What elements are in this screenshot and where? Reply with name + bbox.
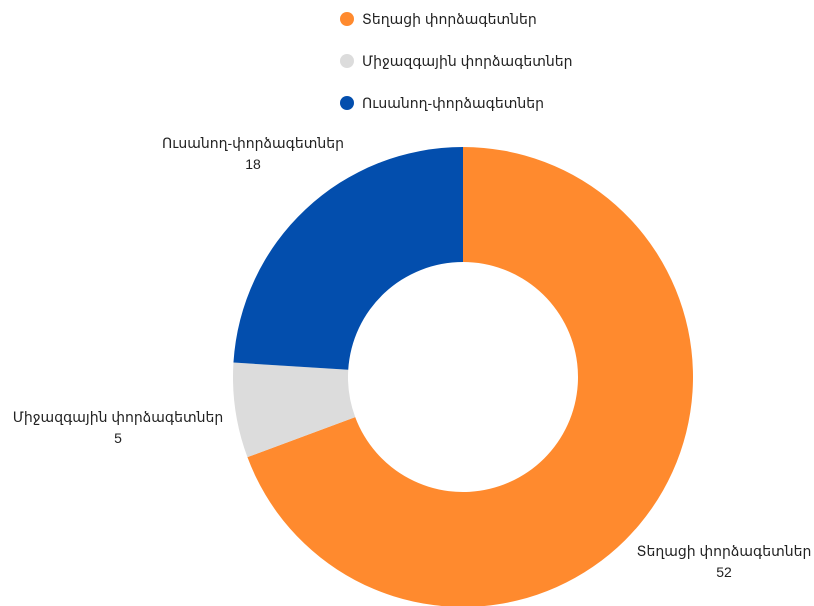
donut-data-labels: Տեղացի փորձագետներ 52 Միջազգային փորձագետն… <box>13 135 812 580</box>
data-label-value-local-experts: 52 <box>716 564 732 580</box>
legend-label-student-experts: Ուսանող-փորձագետներ <box>362 94 544 111</box>
donut-slices <box>232 147 693 606</box>
legend-swatch-international-experts <box>340 54 354 68</box>
legend-label-international-experts: Միջազգային փորձագետներ <box>362 52 573 69</box>
data-label-value-student-experts: 18 <box>245 156 261 172</box>
legend-item-student-experts[interactable]: Ուսանող-փորձագետներ <box>340 92 572 114</box>
data-label-name-student-experts: Ուսանող-փորձագետներ <box>162 135 344 151</box>
legend-swatch-local-experts <box>340 12 354 26</box>
data-label-value-international-experts: 5 <box>114 430 122 446</box>
chart-legend: Տեղացի փորձագետներ Միջազգային փորձագետնե… <box>340 8 572 134</box>
donut-slice-local-experts[interactable] <box>247 147 693 606</box>
legend-item-local-experts[interactable]: Տեղացի փորձագետներ <box>340 8 572 30</box>
legend-swatch-student-experts <box>340 96 354 110</box>
legend-label-local-experts: Տեղացի փորձագետներ <box>362 10 537 27</box>
donut-slice-international-experts[interactable] <box>232 362 356 458</box>
donut-slice-student-experts[interactable] <box>233 147 463 370</box>
data-label-name-international-experts: Միջազգային փորձագետներ <box>13 409 223 425</box>
legend-item-international-experts[interactable]: Միջազգային փորձագետներ <box>340 50 572 72</box>
data-label-name-local-experts: Տեղացի փորձագետներ <box>637 543 812 559</box>
